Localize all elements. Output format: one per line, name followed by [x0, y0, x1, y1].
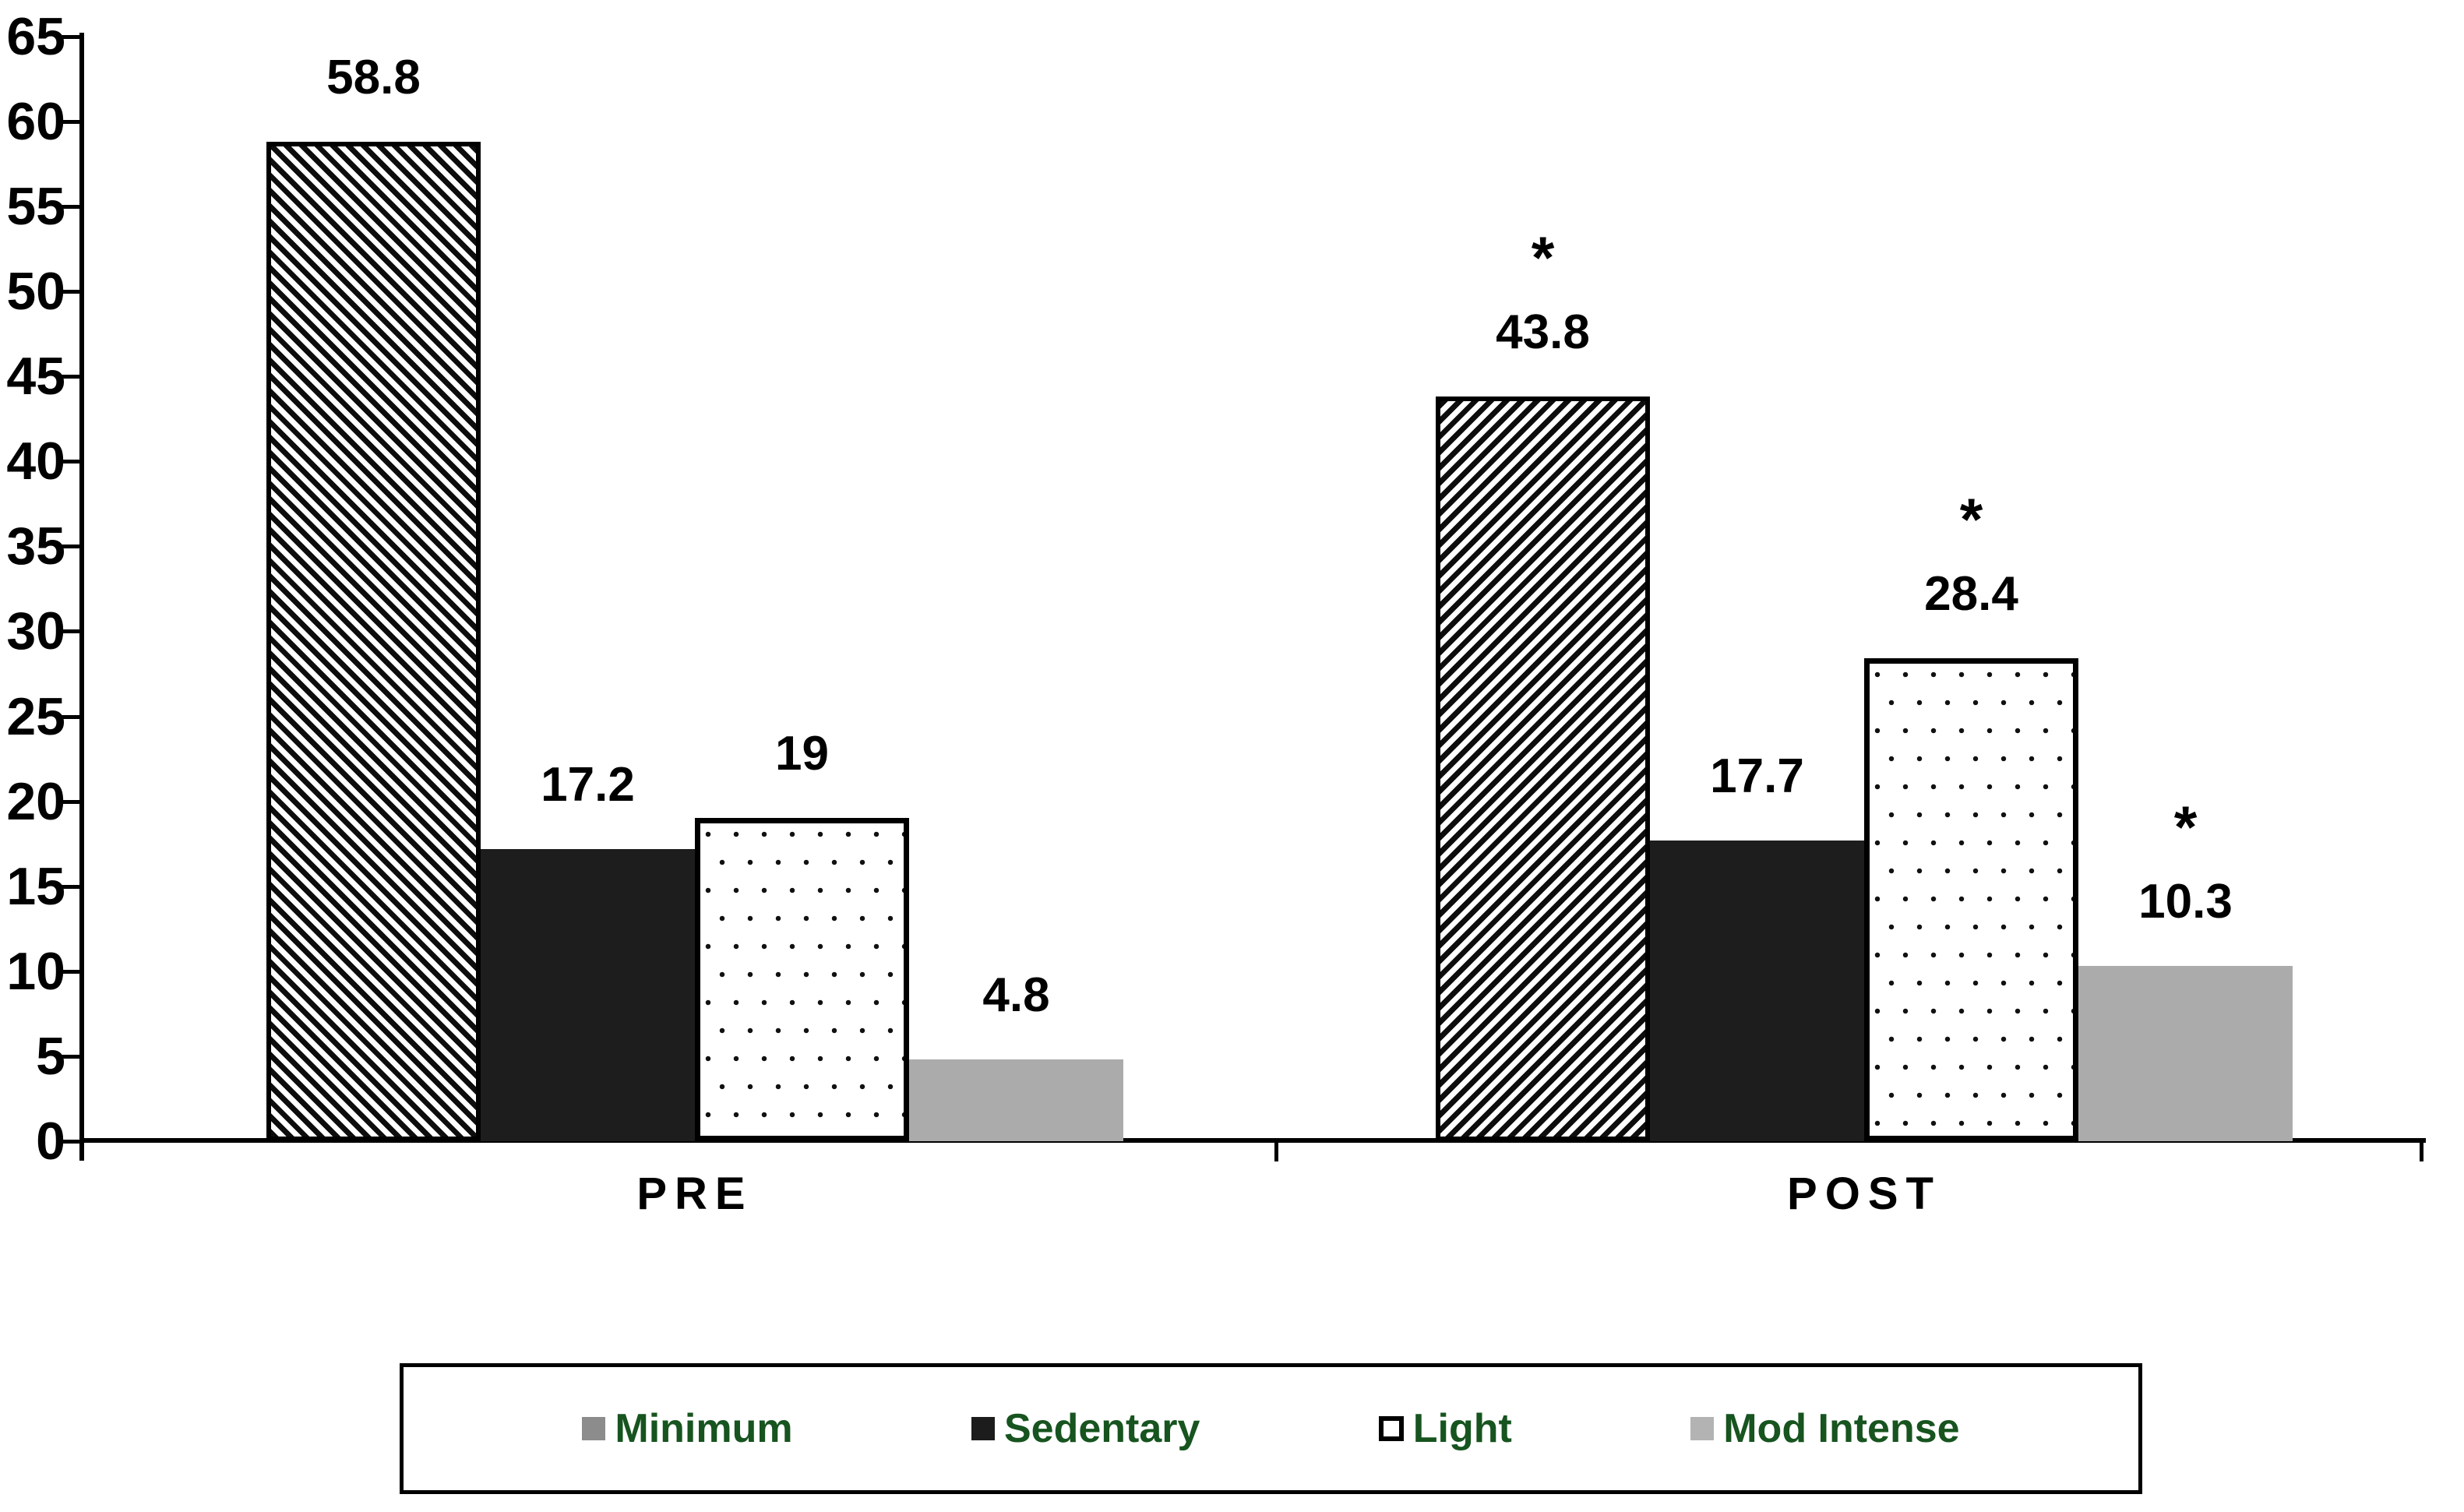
significance-asterisk: * — [2173, 795, 2198, 862]
legend-entry-light: Light — [1378, 1405, 1512, 1452]
bar-value-label: 4.8 — [982, 968, 1050, 1023]
bar-value-label: 17.2 — [541, 757, 635, 812]
bar-pre-minimum — [266, 141, 481, 1141]
legend-entry-mod-intense: Mod Intense — [1690, 1405, 1960, 1452]
y-tick-mark — [59, 119, 83, 124]
bar-post-sedentary — [1650, 840, 1864, 1141]
bar-value-label: 28.4 — [1924, 567, 2018, 622]
legend-label: Sedentary — [1003, 1406, 1200, 1451]
bar-post-light — [1864, 658, 2078, 1141]
y-tick-label: 20 — [6, 771, 65, 831]
y-tick-mark — [59, 629, 83, 634]
legend-label: Light — [1412, 1406, 1512, 1451]
y-tick-label: 55 — [6, 176, 65, 236]
y-tick-label: 15 — [6, 856, 65, 916]
y-tick-label: 25 — [6, 686, 65, 746]
legend-swatch-icon — [582, 1417, 606, 1440]
y-tick-label: 10 — [6, 941, 65, 1001]
legend-swatch-icon — [971, 1417, 995, 1440]
y-tick-mark — [59, 290, 83, 294]
y-tick-mark — [59, 34, 83, 39]
bar-post-minimum — [1436, 397, 1650, 1141]
significance-asterisk: * — [1959, 487, 1983, 554]
bar-post-mod-intense — [2078, 966, 2293, 1141]
bar-value-label: 43.8 — [1496, 305, 1590, 360]
bar-value-label: 58.8 — [326, 50, 421, 104]
y-tick-mark — [59, 714, 83, 719]
bar-pre-mod-intense — [909, 1059, 1123, 1141]
y-tick-mark — [59, 204, 83, 209]
x-axis-divider-tick — [1274, 1143, 1278, 1161]
y-tick-label: 50 — [6, 262, 65, 321]
y-tick-mark — [59, 884, 83, 889]
y-tick-label: 65 — [6, 6, 65, 66]
legend-entry-minimum: Minimum — [582, 1405, 793, 1452]
y-tick-label: 40 — [6, 432, 65, 492]
y-tick-label: 0 — [36, 1112, 65, 1171]
y-tick-mark — [59, 460, 83, 464]
y-tick-label: 5 — [36, 1026, 65, 1086]
legend-entry-sedentary: Sedentary — [971, 1405, 1200, 1452]
significance-asterisk: * — [1531, 225, 1555, 292]
y-tick-mark — [59, 969, 83, 974]
y-axis-line — [79, 33, 84, 1161]
y-tick-label: 60 — [6, 91, 65, 151]
y-tick-label: 35 — [6, 516, 65, 576]
x-axis-end-tick — [2420, 1143, 2423, 1161]
y-tick-mark — [59, 545, 83, 549]
y-tick-mark — [59, 799, 83, 804]
category-label-pre: PRE — [636, 1168, 753, 1219]
bar-value-label: 19 — [775, 727, 829, 781]
legend-swatch-icon — [1690, 1417, 1715, 1440]
y-tick-mark — [59, 375, 83, 379]
y-tick-label: 30 — [6, 601, 65, 661]
bar-pre-light — [695, 818, 909, 1141]
bar-value-label: 10.3 — [2138, 875, 2233, 929]
legend-swatch-icon — [1378, 1416, 1404, 1441]
legend-label: Minimum — [615, 1406, 793, 1451]
bar-pre-sedentary — [481, 848, 695, 1141]
bar-value-label: 17.7 — [1710, 749, 1804, 803]
legend-label: Mod Intense — [1723, 1406, 1960, 1451]
category-label-post: POST — [1787, 1168, 1941, 1219]
y-tick-mark — [59, 1140, 83, 1144]
y-tick-label: 45 — [6, 347, 65, 407]
y-tick-mark — [59, 1054, 83, 1059]
legend: Minimum Sedentary Light Mod Intense — [400, 1363, 2142, 1494]
x-axis-line — [79, 1138, 2426, 1143]
